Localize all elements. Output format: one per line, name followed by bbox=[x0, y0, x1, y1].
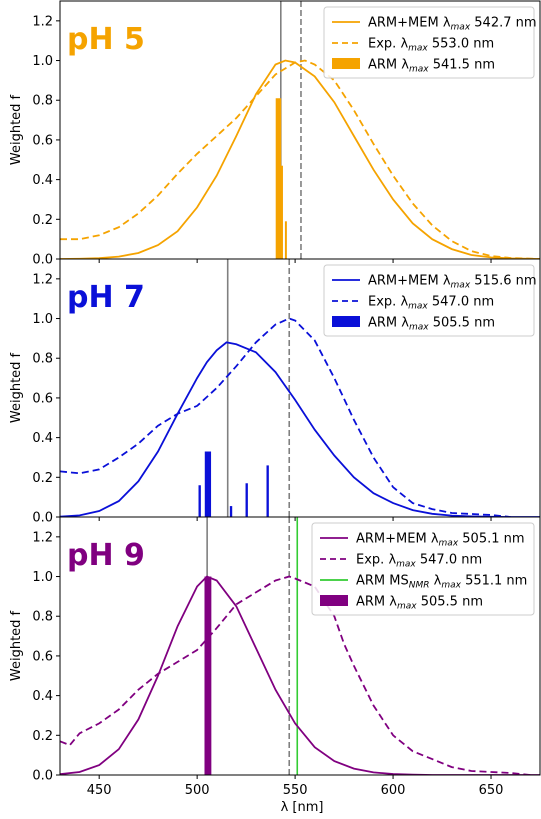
y-tick-label: 1.2 bbox=[32, 14, 53, 29]
legend-bar-handle bbox=[332, 58, 360, 69]
stick-bar bbox=[284, 221, 287, 259]
legend-entry: ARM λmax 505.5 nm bbox=[356, 595, 483, 612]
y-tick-label: 0.2 bbox=[32, 471, 53, 486]
y-tick-label: 0.6 bbox=[32, 133, 53, 148]
exp-spectrum-line bbox=[60, 575, 531, 775]
legend-entry: ARM+MEM λmax 505.1 nm bbox=[356, 532, 525, 549]
stick-bar bbox=[229, 506, 233, 517]
y-tick-label: 0.8 bbox=[32, 610, 53, 625]
y-tick-label: 0.2 bbox=[32, 213, 53, 228]
panel-title: pH 5 bbox=[67, 22, 145, 57]
panel-3: 0.0 0.2 0.4 0.6 0.8 1.0 1.2 450 500 550 600 650 Weig… bbox=[9, 516, 541, 815]
legend-entry: ARM λmax 505.5 nm bbox=[368, 316, 495, 333]
axes-frame bbox=[59, 516, 541, 776]
panel-2: 0.0 0.2 0.4 0.6 0.8 1.0 1.2 Weighted f pH 7 ARM+M… bbox=[9, 258, 541, 526]
panel-title: pH 9 bbox=[67, 538, 145, 573]
x-tick-label: 650 bbox=[479, 783, 504, 798]
y-tick-label: 0.6 bbox=[32, 649, 53, 664]
y-tick-label: 1.2 bbox=[32, 530, 53, 545]
y-tick-label: 0.0 bbox=[32, 253, 53, 268]
legend-box bbox=[311, 522, 535, 616]
legend-entry: ARM MSNMR λmax 551.1 nm bbox=[356, 574, 527, 591]
x-tick-label: 600 bbox=[381, 783, 406, 798]
exp-spectrum-line bbox=[60, 59, 540, 259]
legend-entry: Exp. λmax 547.0 nm bbox=[368, 295, 494, 312]
calc-spectrum-line bbox=[60, 575, 540, 775]
legend-entry: Exp. λmax 553.0 nm bbox=[368, 37, 494, 54]
y-tick-label: 0.4 bbox=[32, 173, 53, 188]
y-tick-label: 0.4 bbox=[32, 431, 53, 446]
legend-bar-handle bbox=[332, 316, 360, 327]
y-tick-label: 0.8 bbox=[32, 352, 53, 367]
legend-entry: ARM λmax 541.5 nm bbox=[368, 58, 495, 75]
y-tick-label: 0.6 bbox=[32, 391, 53, 406]
y-axis-label: Weighted f bbox=[9, 94, 24, 165]
legend-box bbox=[323, 6, 535, 79]
legend-bar-handle bbox=[320, 595, 348, 606]
y-tick-label: 0.0 bbox=[32, 769, 53, 784]
plot-area bbox=[60, 259, 540, 517]
legend-entry: ARM+MEM λmax 542.7 nm bbox=[368, 16, 537, 33]
stick-bar bbox=[204, 576, 212, 775]
plot-area bbox=[60, 1, 540, 259]
legend: ARM+MEM λmax 515.6 nm Exp. λmax 547.0 nm A… bbox=[323, 264, 537, 337]
plot-area bbox=[60, 517, 540, 775]
y-tick-label: 0.8 bbox=[32, 94, 53, 109]
x-tick-label: 500 bbox=[185, 783, 210, 798]
y-tick-label: 0.4 bbox=[32, 689, 53, 704]
stick-bar bbox=[280, 165, 283, 259]
y-tick-label: 1.0 bbox=[32, 312, 53, 327]
legend-box bbox=[323, 264, 535, 337]
x-tick-label: 550 bbox=[283, 783, 308, 798]
y-tick-label: 0.0 bbox=[32, 511, 53, 526]
stick-bar bbox=[275, 98, 282, 259]
legend: ARM+MEM λmax 505.1 nm Exp. λmax 547.0 nm A… bbox=[311, 522, 535, 616]
panel-1: 0.0 0.2 0.4 0.6 0.8 1.0 1.2 Weighted f pH 5 ARM+M… bbox=[9, 0, 541, 268]
calc-spectrum-line bbox=[60, 59, 540, 259]
x-axis-label: λ [nm] bbox=[281, 800, 324, 815]
exp-spectrum-line bbox=[60, 317, 511, 517]
legend: ARM+MEM λmax 542.7 nm Exp. λmax 553.0 nm A… bbox=[323, 6, 537, 79]
calc-spectrum-line bbox=[60, 341, 540, 517]
x-tick-label: 450 bbox=[87, 783, 112, 798]
y-tick-label: 1.0 bbox=[32, 570, 53, 585]
y-tick-label: 1.2 bbox=[32, 272, 53, 287]
y-tick-label: 1.0 bbox=[32, 54, 53, 69]
y-axis-label: Weighted f bbox=[9, 610, 24, 681]
legend-entry: ARM+MEM λmax 515.6 nm bbox=[368, 274, 537, 291]
y-axis-label: Weighted f bbox=[9, 352, 24, 423]
stick-bar bbox=[245, 483, 248, 517]
legend-entry: Exp. λmax 547.0 nm bbox=[356, 553, 482, 570]
stick-bar bbox=[266, 465, 269, 517]
stick-bar bbox=[198, 485, 201, 517]
panel-title: pH 7 bbox=[67, 280, 145, 315]
y-tick-label: 0.2 bbox=[32, 729, 53, 744]
stick-bar bbox=[204, 451, 212, 517]
